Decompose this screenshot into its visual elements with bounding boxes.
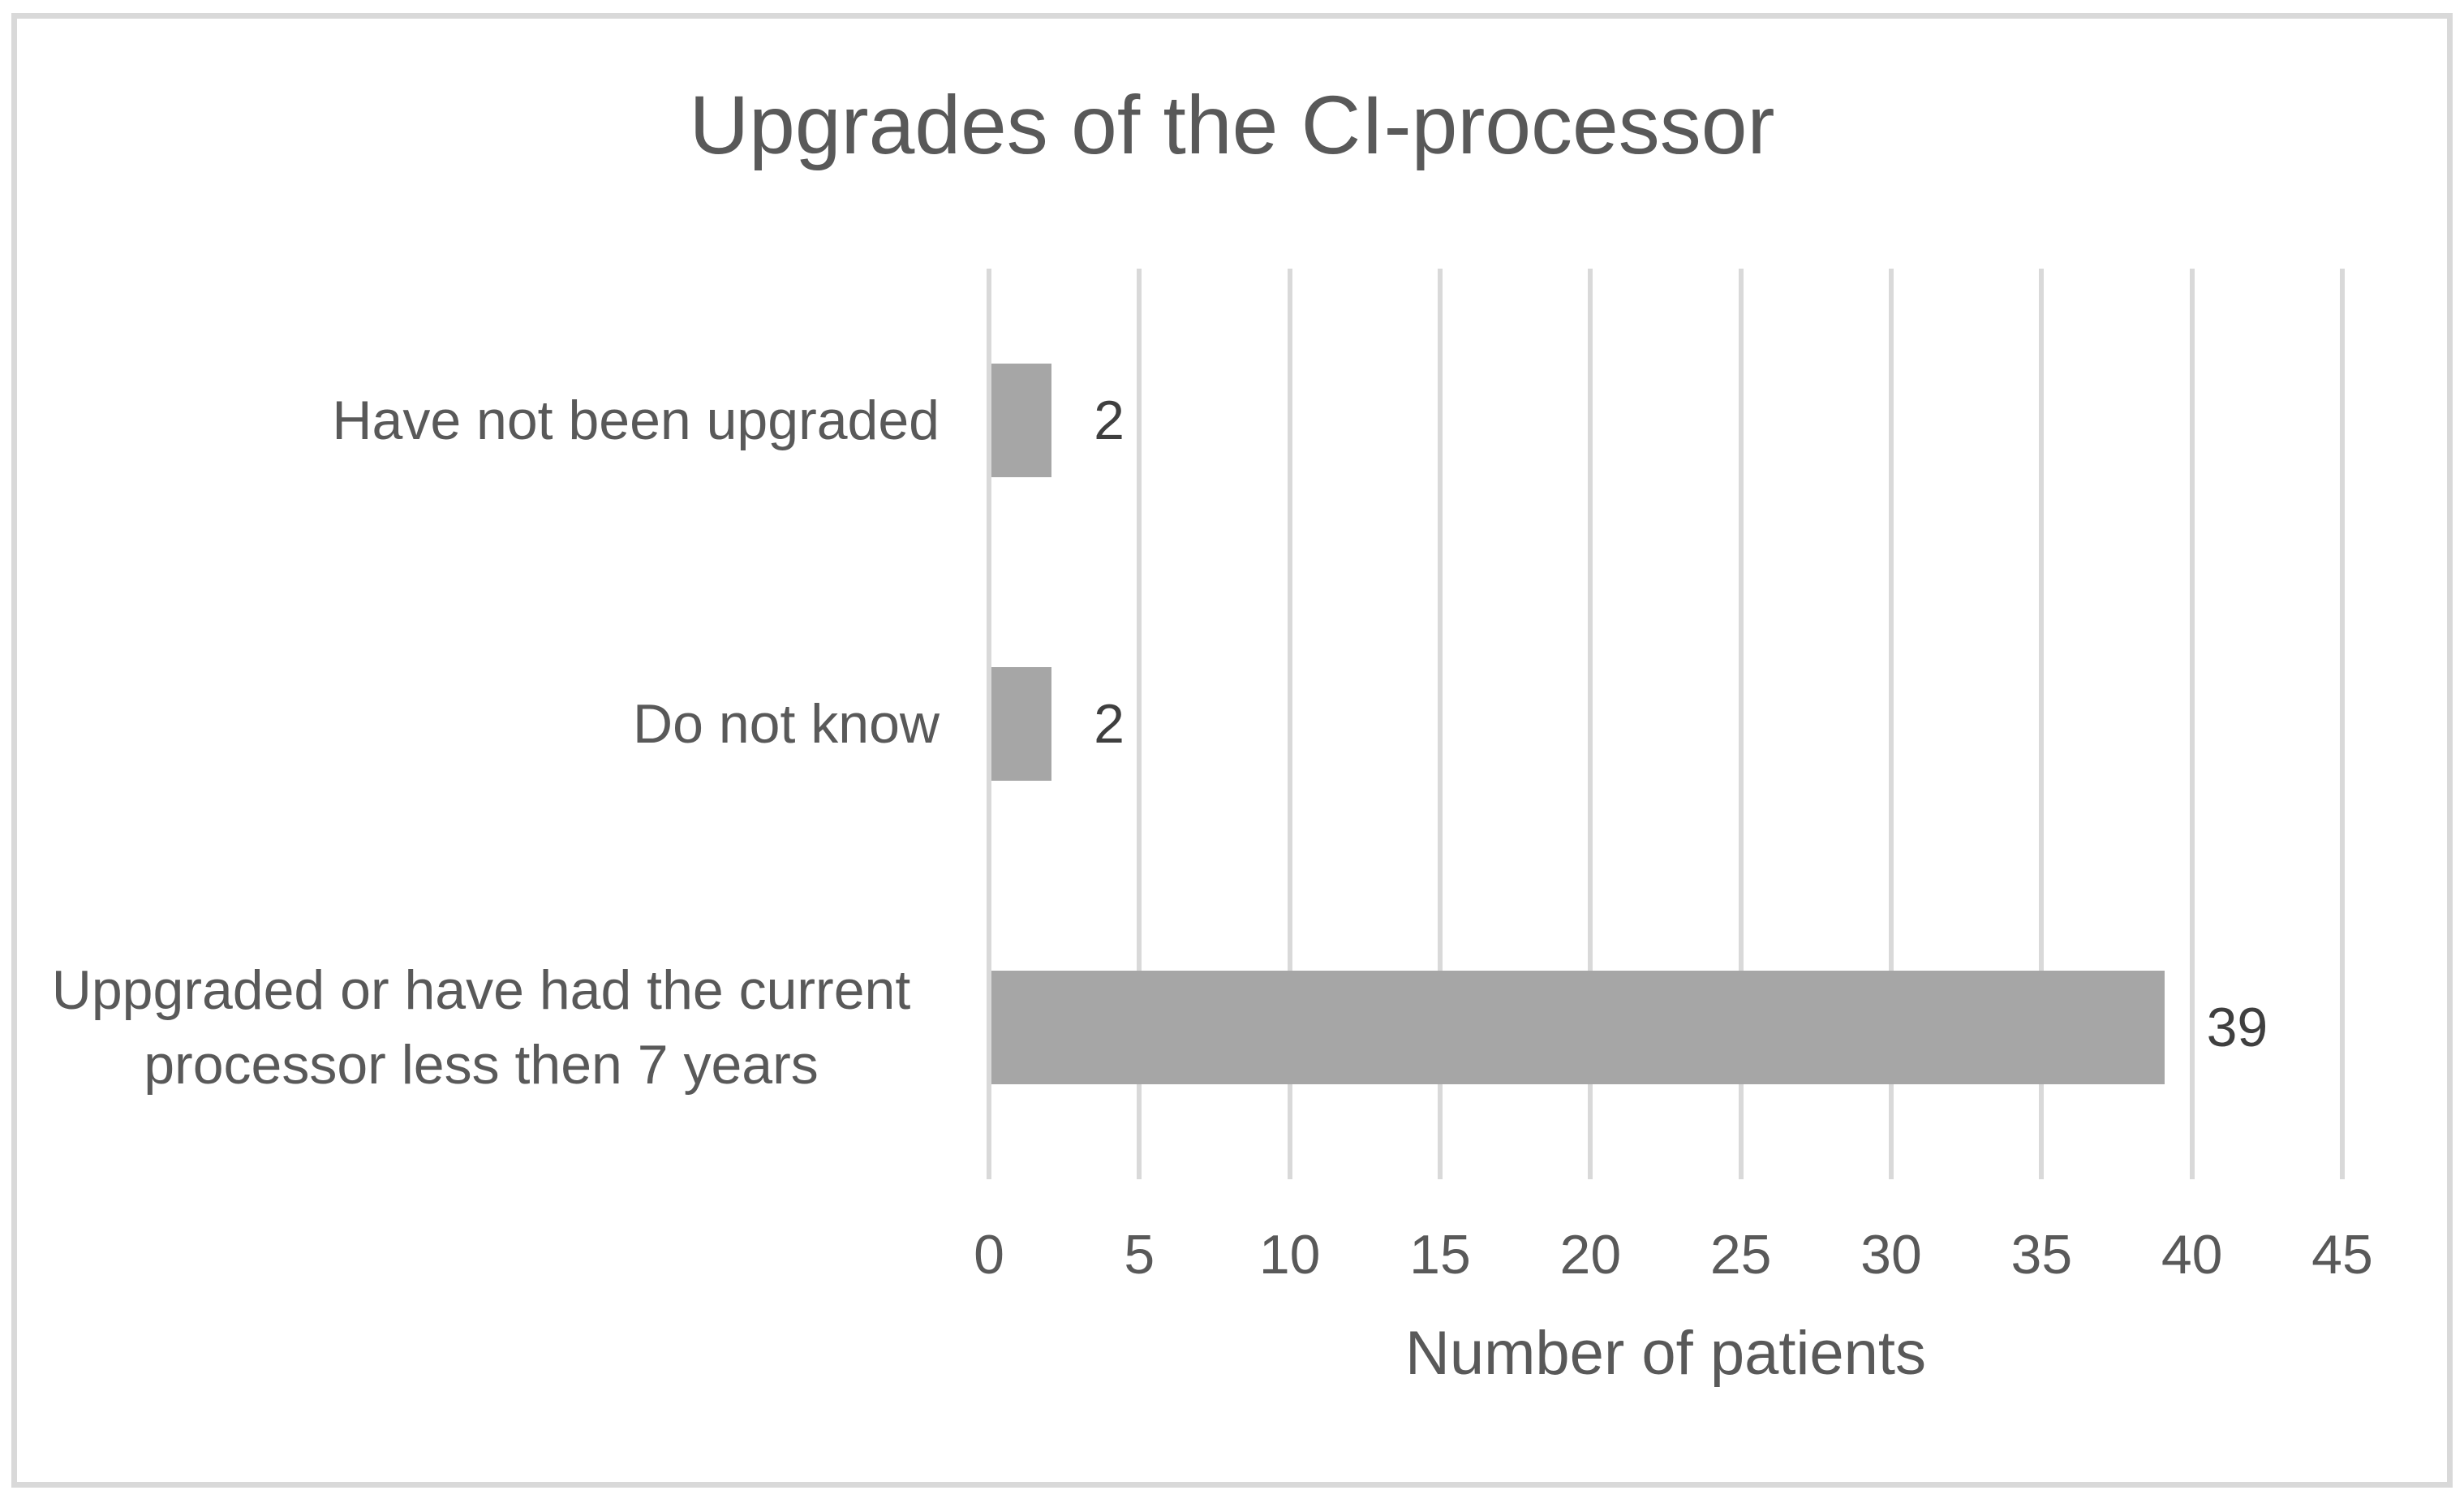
gridline (1588, 269, 1593, 1179)
x-tick-label: 5 (1124, 1224, 1155, 1286)
category-label: Do not know (23, 572, 940, 876)
data-label: 2 (1094, 390, 1124, 451)
gridline (1438, 269, 1443, 1179)
gridline (2340, 269, 2345, 1179)
bar (991, 971, 2165, 1084)
gridline (2039, 269, 2045, 1179)
category-label: Have not been upgraded (23, 269, 940, 572)
gridline (1738, 269, 1744, 1179)
bar (991, 667, 1052, 781)
x-tick-label: 25 (1709, 1224, 1772, 1286)
gridline (1137, 269, 1142, 1179)
category-label-text: Have not been upgraded (332, 390, 940, 451)
x-tick-label: 0 (974, 1224, 1004, 1286)
data-label: 2 (1094, 693, 1124, 755)
data-label: 39 (2206, 997, 2268, 1058)
x-tick-label: 40 (2161, 1224, 2223, 1286)
category-label-text: Do not know (633, 693, 940, 755)
x-tick-label: 15 (1409, 1224, 1471, 1286)
chart-title: Upgrades of the CI-processor (689, 79, 1775, 171)
x-tick-label: 30 (1860, 1224, 1922, 1286)
x-tick-label: 45 (2311, 1224, 2373, 1286)
x-tick-label: 20 (1559, 1224, 1622, 1286)
gridline (2189, 269, 2195, 1179)
gridline (1889, 269, 1894, 1179)
gridline (987, 269, 991, 1179)
x-tick-label: 35 (2010, 1224, 2073, 1286)
bar (991, 364, 1052, 477)
x-axis-title: Number of patients (1404, 1319, 1927, 1388)
gridline (1287, 269, 1292, 1179)
x-tick-label: 10 (1258, 1224, 1321, 1286)
category-label: Uppgraded or have had the current proces… (23, 876, 940, 1179)
category-label-text: Uppgraded or have had the current proces… (51, 959, 911, 1096)
